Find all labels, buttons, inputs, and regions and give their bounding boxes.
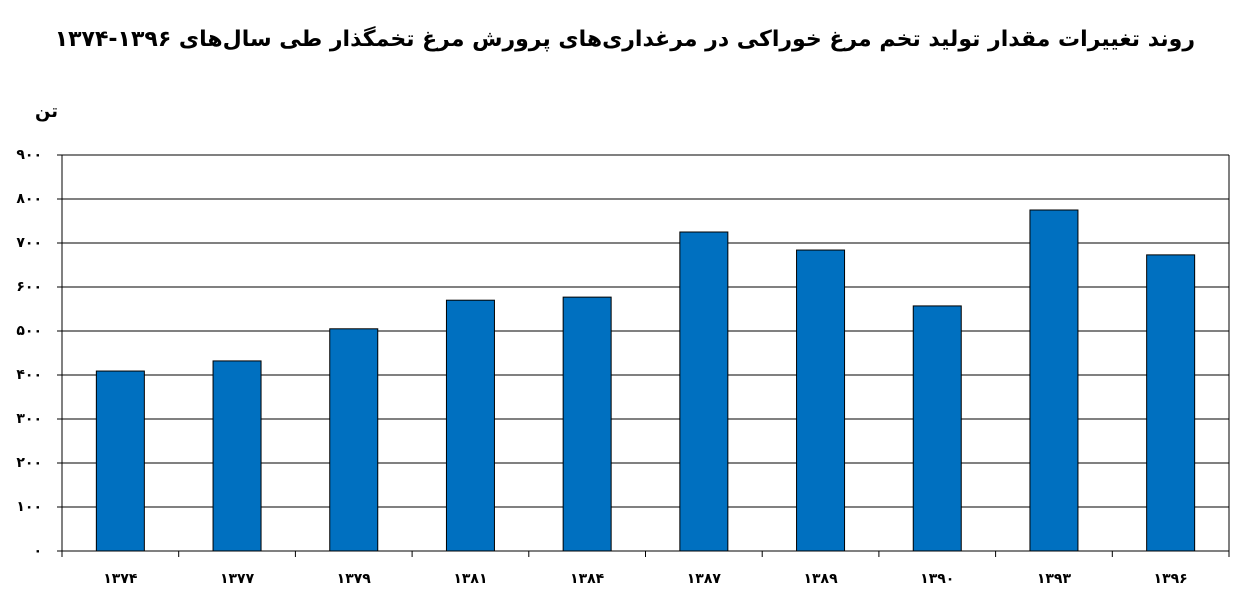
x-tick-label: ۱۳۷۷ bbox=[220, 571, 255, 587]
bar bbox=[212, 360, 262, 552]
x-tick-label: ۱۳۸۴ bbox=[570, 571, 605, 587]
x-tick-label: ۱۳۸۷ bbox=[687, 571, 722, 587]
x-tick-label: ۱۳۸۱ bbox=[453, 571, 487, 587]
x-tick-label: ۱۳۹۶ bbox=[1154, 571, 1188, 587]
x-tick-label: ۱۳۷۴ bbox=[103, 571, 138, 587]
bar bbox=[1146, 254, 1196, 552]
y-tick-label: ۹۰۰ bbox=[16, 147, 42, 163]
bar bbox=[329, 328, 379, 552]
y-tick-label: ۳۰۰ bbox=[16, 411, 42, 427]
x-tick-label: ۱۳۷۹ bbox=[337, 571, 372, 587]
bar bbox=[1029, 209, 1079, 552]
y-tick-label: ۵۰۰ bbox=[16, 323, 42, 339]
y-tick-label: ۲۰۰ bbox=[16, 455, 42, 471]
bar bbox=[796, 249, 846, 552]
bar bbox=[912, 305, 962, 552]
y-axis-label: تن bbox=[35, 101, 58, 122]
y-tick-label: ۶۰۰ bbox=[16, 279, 42, 295]
y-tick-label: ۷۰۰ bbox=[16, 235, 42, 251]
y-tick-label: ۰ bbox=[33, 543, 42, 559]
bar bbox=[95, 370, 145, 552]
x-tick-label: ۱۳۸۹ bbox=[803, 571, 838, 587]
bar bbox=[562, 296, 612, 552]
x-tick-label: ۱۳۹۰ bbox=[920, 571, 954, 587]
y-tick-label: ۴۰۰ bbox=[16, 367, 42, 383]
y-tick-label: ۱۰۰ bbox=[16, 499, 42, 515]
chart-title: روند تغییرات مقدار تولید تخم مرغ خوراکی … bbox=[55, 25, 1195, 52]
y-tick-label: ۸۰۰ bbox=[16, 191, 42, 207]
bar bbox=[445, 299, 495, 552]
bar bbox=[679, 231, 729, 552]
x-tick-label: ۱۳۹۳ bbox=[1037, 571, 1072, 587]
